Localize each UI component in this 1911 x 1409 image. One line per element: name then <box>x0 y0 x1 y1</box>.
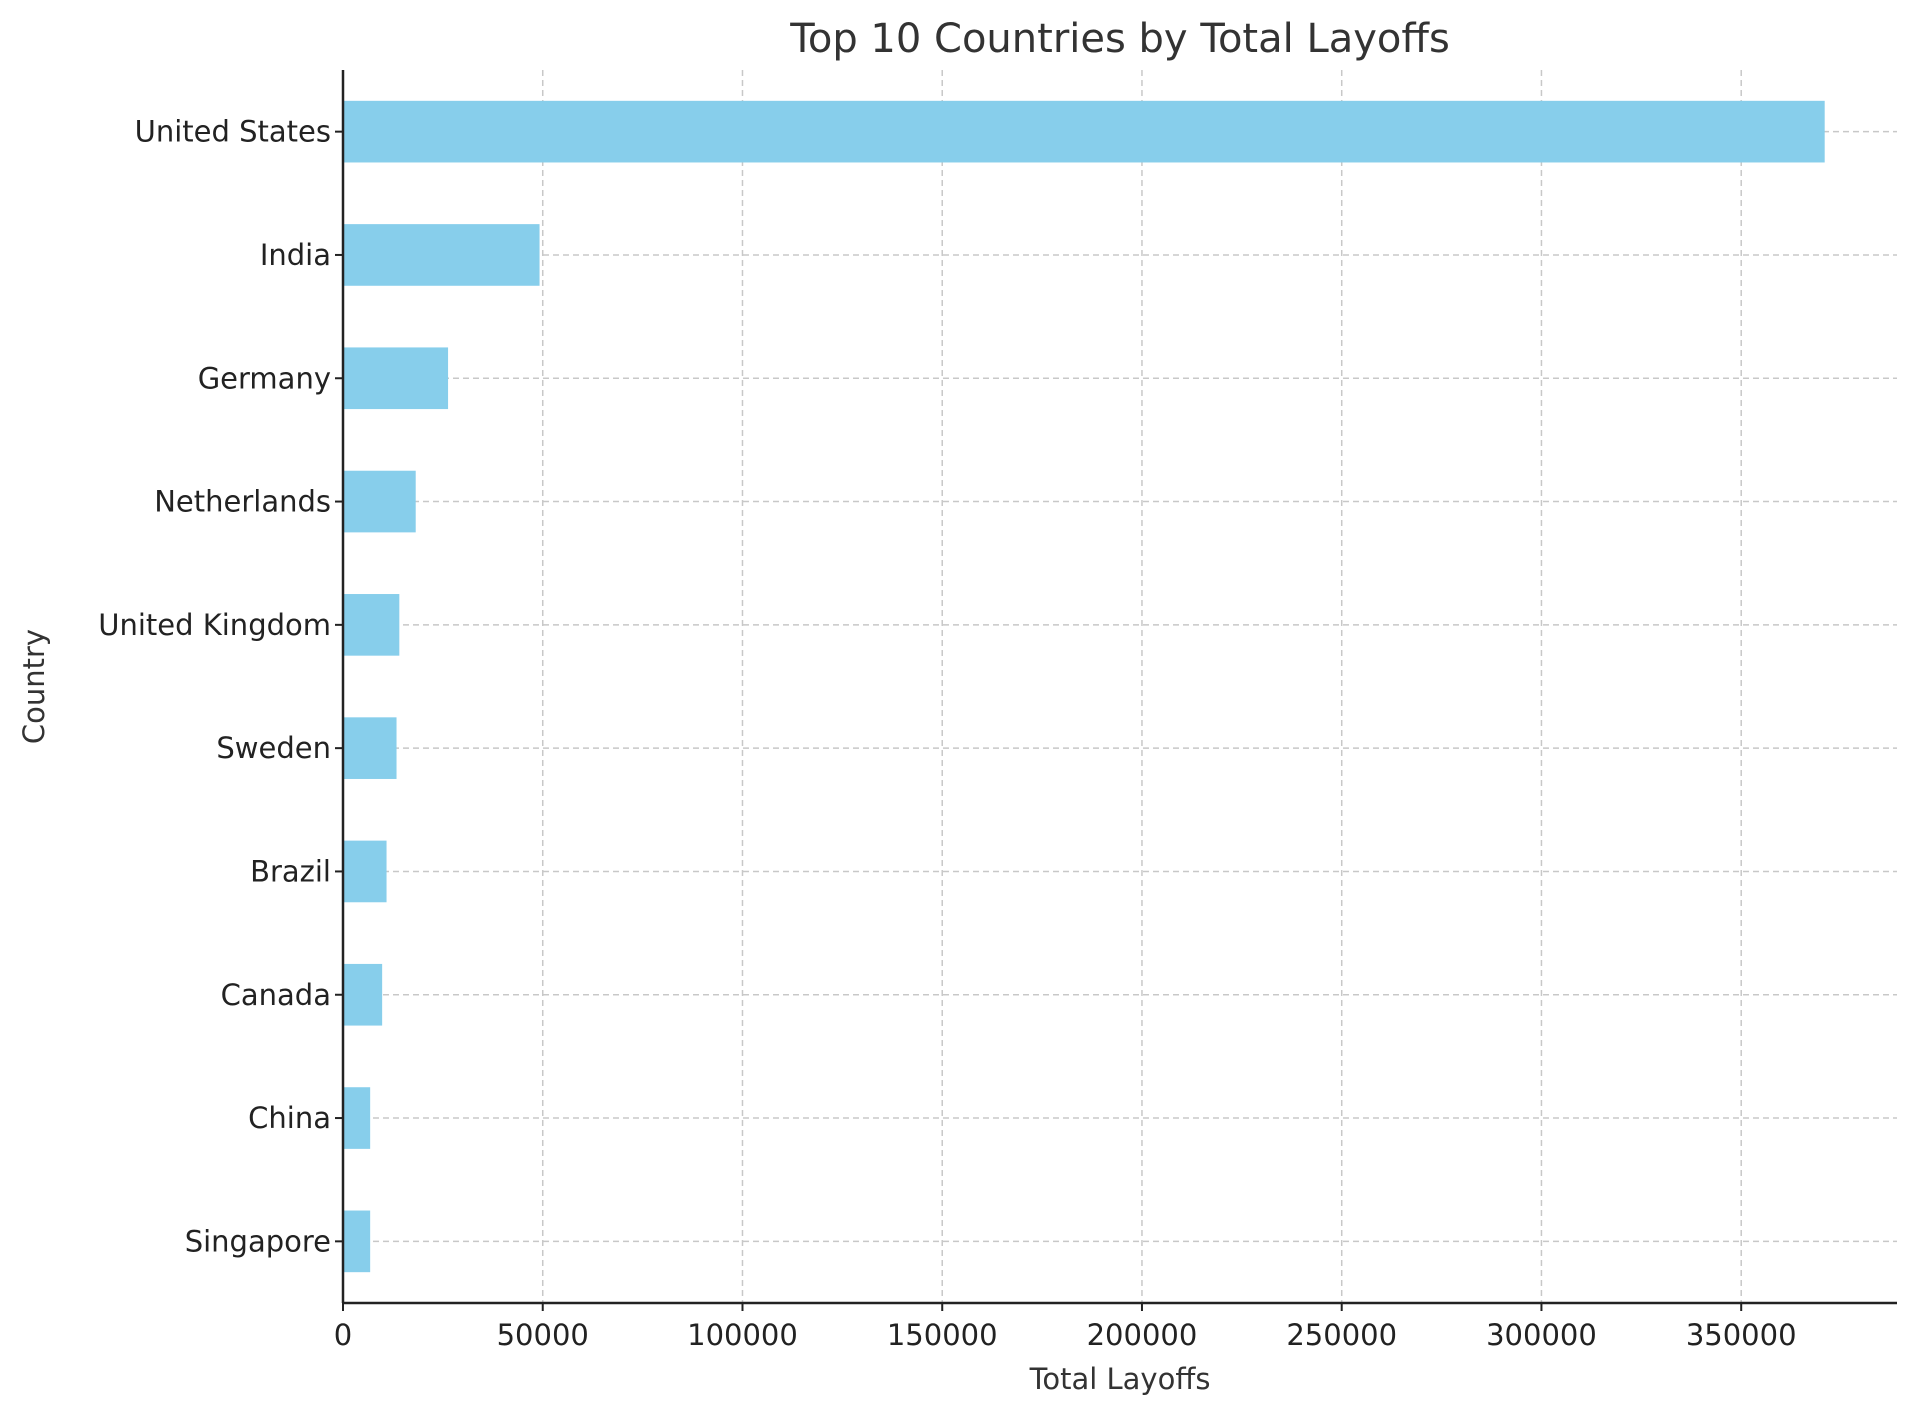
chart-title: Top 10 Countries by Total Layoffs <box>789 16 1450 62</box>
y-tick-label: United Kingdom <box>98 608 331 642</box>
bars <box>343 100 1825 1273</box>
x-tick-label: 300000 <box>1486 1318 1597 1352</box>
x-tick-label: 100000 <box>687 1318 798 1352</box>
x-axis-ticks: 0 50000 100000 150000 200000 250000 300000 3500… <box>334 1303 1797 1352</box>
bar <box>343 470 416 533</box>
y-tick-label: Singapore <box>185 1224 331 1258</box>
x-tick-label: 250000 <box>1286 1318 1397 1352</box>
bar <box>343 963 383 1026</box>
bar <box>343 1210 371 1273</box>
x-axis-title: Total Layoffs <box>1029 1362 1211 1396</box>
x-tick-label: 350000 <box>1686 1318 1797 1352</box>
y-axis-ticks: United States India Germany Netherlands Unit… <box>98 115 343 1258</box>
y-tick-label: Brazil <box>250 854 331 888</box>
bar <box>343 1087 371 1149</box>
bar <box>343 840 387 903</box>
bar <box>343 100 1825 163</box>
x-tick-label: 0 <box>334 1318 352 1352</box>
bar <box>343 594 400 656</box>
axes <box>341 70 1897 1305</box>
x-tick-label: 200000 <box>1087 1318 1198 1352</box>
y-tick-label: Germany <box>198 361 331 395</box>
y-tick-label: India <box>260 238 331 272</box>
y-tick-label: Netherlands <box>154 485 331 519</box>
bar <box>343 347 449 410</box>
bar <box>343 717 397 779</box>
grid <box>343 70 1897 1303</box>
x-tick-label: 150000 <box>887 1318 998 1352</box>
bar <box>343 224 540 286</box>
x-tick-label: 50000 <box>497 1318 589 1352</box>
y-tick-label: China <box>248 1101 331 1135</box>
y-tick-label: Sweden <box>216 731 331 765</box>
y-axis-title: Country <box>17 629 51 744</box>
y-tick-label: Canada <box>221 978 331 1012</box>
y-tick-label: United States <box>135 115 331 149</box>
